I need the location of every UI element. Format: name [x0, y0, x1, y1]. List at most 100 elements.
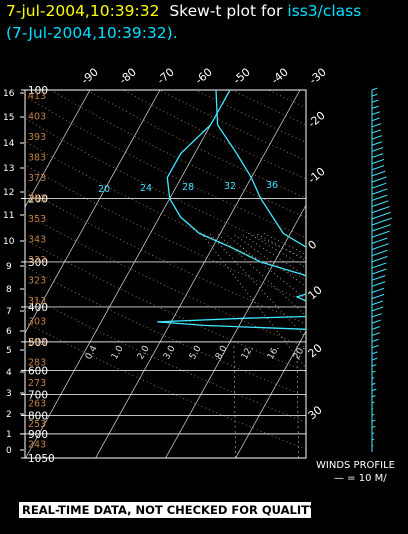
wind-barb [371, 344, 379, 349]
wind-barb [371, 377, 375, 379]
top-temp-label: -50 [231, 65, 253, 87]
pressure-tick-label: 100 [28, 85, 48, 97]
dry-adiabat-label: 353 [28, 214, 46, 225]
wind-barb [371, 170, 386, 177]
right-temp-label: 30 [306, 403, 325, 422]
pressure-tick-label: 700 [28, 390, 48, 402]
pressure-tick-label: 500 [28, 337, 48, 349]
wind-profile [371, 87, 392, 452]
isotherm-line [25, 90, 91, 208]
mixing-ratio-label: 32 [224, 181, 236, 192]
quality-banner: REAL-TIME DATA, NOT CHECKED FOR QUALITY [19, 502, 317, 518]
dry-adiabat-label: 273 [28, 378, 46, 389]
wind-barb [371, 206, 390, 214]
wind-barb [371, 135, 383, 140]
dry-adiabat-line [86, 90, 306, 199]
mixing-ratio-line [360, 345, 362, 458]
dry-adiabat-label: 323 [28, 276, 46, 287]
wind-barb [371, 413, 375, 416]
moist-adiabat-label: 12. [240, 344, 256, 361]
height-tick-label: 16 [3, 89, 15, 99]
dry-adiabat-label: 383 [28, 153, 46, 164]
mixing-ratio-label: 28 [182, 182, 194, 193]
moist-adiabat-line [263, 233, 306, 255]
dry-adiabat-line [25, 239, 306, 372]
wind-barb [371, 176, 387, 183]
wind-barb [371, 211, 391, 220]
wind-barb [371, 438, 375, 441]
wind-barb [371, 351, 378, 355]
pressure-tick-label: 600 [28, 365, 48, 377]
height-tick-label: 11 [3, 211, 14, 221]
dry-adiabat-line [123, 90, 306, 180]
winds-profile-label: WINDS PROFILE [316, 460, 395, 471]
wind-barb [371, 153, 384, 158]
top-temp-label: -60 [193, 65, 215, 87]
moist-adiabat-label: 20. [292, 344, 308, 361]
height-tick-label: 9 [6, 262, 12, 272]
wind-barb [371, 401, 375, 404]
dry-adiabat-line [25, 95, 306, 238]
moist-adiabat-label: 1.0 [110, 344, 126, 362]
isotherm-line [165, 204, 306, 458]
wind-barb [371, 275, 386, 281]
wind-barb [371, 111, 380, 116]
wind-barb [371, 313, 383, 318]
height-tick-label: 12 [3, 188, 14, 198]
wind-barb [371, 217, 392, 226]
isotherm-line [376, 90, 408, 458]
dry-adiabat-label: 293 [28, 337, 46, 348]
wind-barb [371, 364, 377, 367]
moist-adiabat-label: 3.0 [162, 344, 178, 362]
wind-barb [371, 262, 387, 269]
dry-adiabat-line [25, 188, 306, 325]
top-temp-label: -90 [79, 65, 101, 87]
dry-adiabat-line [25, 164, 306, 302]
wind-barb [371, 237, 388, 244]
header-station: iss3/class [287, 2, 362, 20]
dry-adiabat-line [231, 90, 306, 126]
moist-adiabat-label: 16. [266, 344, 282, 361]
wind-barb [371, 147, 384, 152]
isotherm-line [25, 90, 231, 458]
wind-barb [371, 117, 380, 122]
pressure-tick-label: 900 [28, 429, 48, 441]
wind-barb [371, 382, 376, 385]
dry-adiabat-label: 243 [28, 440, 46, 451]
wind-barb [371, 99, 379, 103]
dry-adiabat-line [50, 90, 306, 218]
wind-barb [371, 281, 386, 287]
mixing-ratio-line [233, 344, 236, 458]
wind-barb [371, 306, 384, 312]
header-datetime-long: (7-Jul-2004,10:39:32). [6, 24, 178, 42]
wind-barb [371, 319, 381, 324]
isotherm-line [305, 456, 306, 458]
wind-barb [371, 419, 376, 422]
wind-barb [371, 268, 387, 275]
dry-adiabat-label: 283 [28, 358, 46, 369]
wind-barb [371, 326, 380, 330]
pressure-tick-label: 1050 [28, 453, 55, 465]
header-datetime: 7-jul-2004,10:39:32 [6, 2, 160, 20]
top-temp-label: -70 [155, 65, 177, 87]
right-temp-label: -20 [306, 109, 328, 131]
dry-adiabat-label: 263 [28, 399, 46, 410]
dry-adiabat-line [304, 90, 306, 92]
right-temp-label: 10 [306, 283, 325, 302]
wind-barb [371, 255, 388, 263]
dry-adiabat-label: 333 [28, 255, 46, 266]
height-tick-label: 15 [3, 113, 14, 123]
dry-adiabat-label: 313 [28, 296, 46, 307]
mixing-ratio-label: 20 [98, 184, 110, 195]
height-tick-label: 8 [6, 285, 12, 295]
wind-barb [371, 395, 376, 398]
wind-barb [371, 188, 388, 195]
wind-barb [371, 93, 378, 97]
isotherm-line [235, 330, 306, 458]
height-tick-label: 1 [6, 430, 12, 440]
right-temp-label: 20 [306, 341, 325, 360]
header-plot-for: Skew-t plot for [169, 2, 283, 20]
wind-barb [371, 338, 379, 343]
dry-adiabat-label: 373 [28, 173, 46, 184]
